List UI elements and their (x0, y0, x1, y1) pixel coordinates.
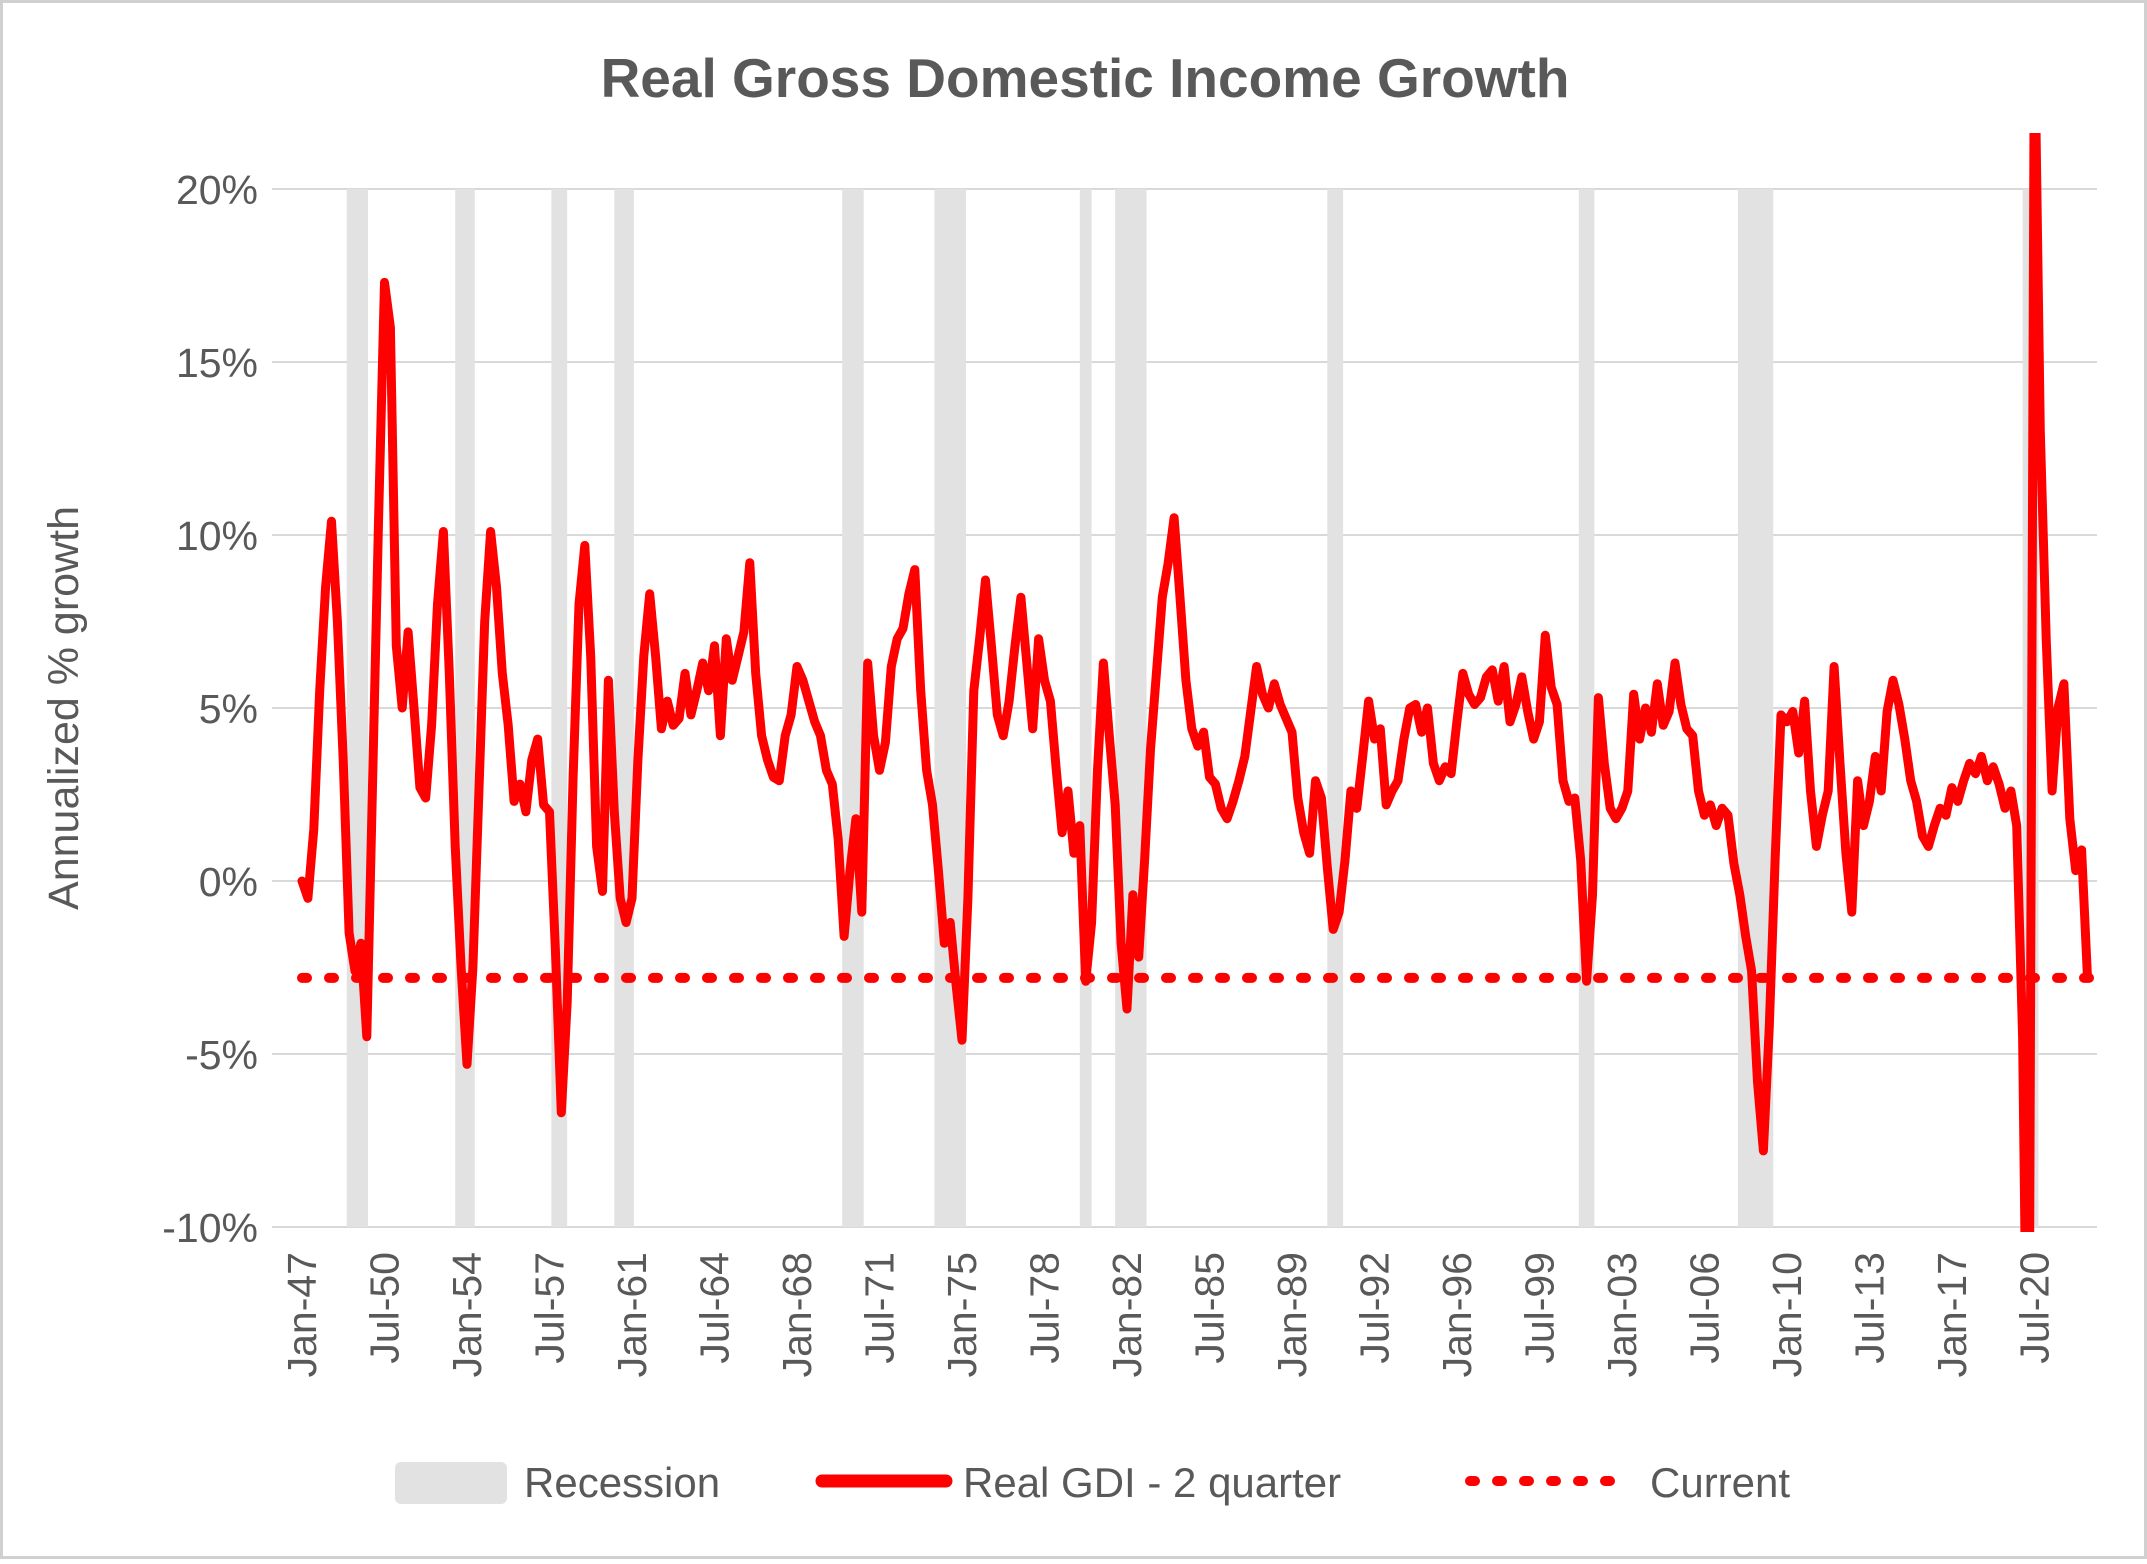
x-tick-label: Jul-78 (1021, 1252, 1067, 1364)
legend-recession-swatch (395, 1462, 507, 1504)
y-tick-label: 15% (176, 340, 258, 386)
x-tick-label: Jul-99 (1516, 1252, 1562, 1364)
recession-band (455, 189, 475, 1227)
legend-current-label: Current (1650, 1459, 1790, 1506)
x-tick-label: Jan-10 (1764, 1252, 1810, 1377)
x-tick-label: Jul-13 (1846, 1252, 1892, 1364)
x-tick-label: Jul-06 (1681, 1252, 1727, 1364)
y-axis-labels: 20% 15% 10% 5% 0% -5% -10% (162, 167, 258, 1251)
x-tick-label: Jul-85 (1186, 1252, 1232, 1364)
x-tick-label: Jul-92 (1351, 1252, 1397, 1364)
x-tick-label: Jan-17 (1929, 1252, 1975, 1377)
x-tick-label: Jan-47 (279, 1252, 325, 1377)
x-tick-label: Jan-82 (1104, 1252, 1150, 1377)
x-tick-label: Jan-89 (1269, 1252, 1315, 1377)
x-axis-labels: Jan-47 Jul-50 Jan-54 Jul-57 Jan-61 Jul-64 Jan-… (279, 1252, 2057, 1377)
recession-band (1578, 189, 1595, 1227)
x-tick-label: Jul-71 (856, 1252, 902, 1364)
y-tick-label: 10% (176, 513, 258, 559)
x-tick-label: Jul-50 (361, 1252, 407, 1364)
x-tick-label: Jan-75 (939, 1252, 985, 1377)
x-tick-label: Jul-57 (526, 1252, 572, 1364)
y-tick-label: 20% (176, 167, 258, 213)
recession-band (1079, 189, 1092, 1227)
legend: Recession Real GDI - 2 quarter Current (395, 1459, 1790, 1506)
chart-title: Real Gross Domestic Income Growth (601, 47, 1570, 109)
series-lines (297, 133, 2102, 1232)
recession-band (1115, 189, 1147, 1227)
x-tick-label: Jan-03 (1599, 1252, 1645, 1377)
y-tick-label: 5% (199, 686, 258, 732)
recession-band (934, 189, 966, 1227)
recession-band (346, 189, 368, 1227)
x-tick-label: Jan-96 (1434, 1252, 1480, 1377)
recession-band (1327, 189, 1344, 1227)
legend-recession-label: Recession (524, 1459, 720, 1506)
recession-band (842, 189, 864, 1227)
x-tick-label: Jul-20 (2011, 1252, 2057, 1364)
y-tick-label: -5% (185, 1032, 258, 1078)
y-axis-title: Annualized % growth (40, 506, 88, 910)
y-tick-label: 0% (199, 859, 258, 905)
x-tick-label: Jan-61 (609, 1252, 655, 1377)
x-tick-label: Jan-54 (444, 1252, 490, 1377)
gdi-line-path (297, 133, 2092, 1232)
x-tick-label: Jul-64 (691, 1252, 737, 1364)
x-tick-label: Jan-68 (774, 1252, 820, 1377)
legend-gdi-line-label: Real GDI - 2 quarter (963, 1459, 1341, 1506)
y-tick-label: -10% (162, 1205, 258, 1251)
y-axis-ticks (272, 188, 302, 1228)
recession-band (614, 189, 634, 1227)
